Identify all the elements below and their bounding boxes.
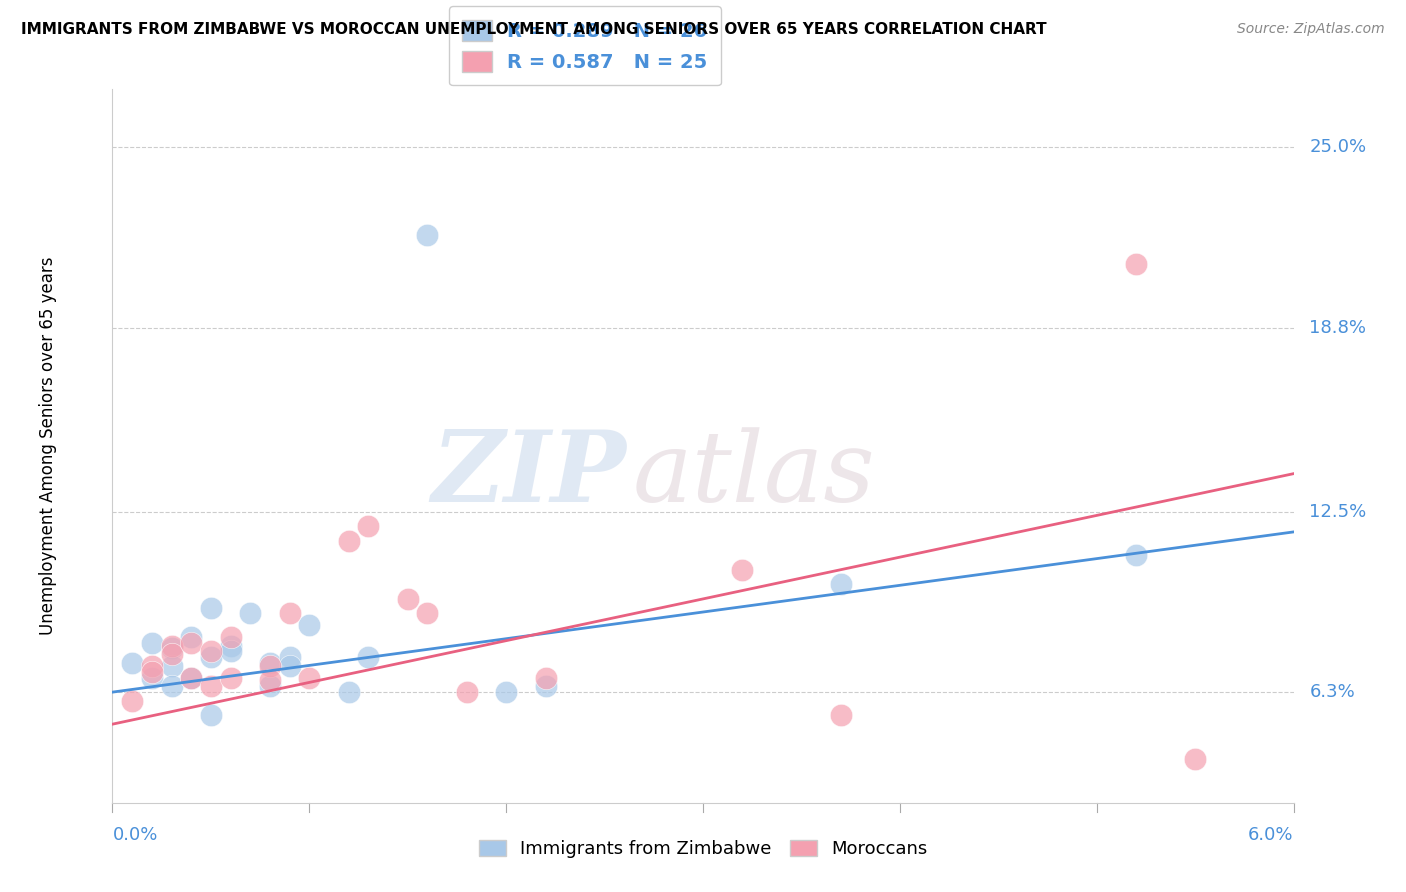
Text: 0.0%: 0.0% (112, 826, 157, 844)
Text: 12.5%: 12.5% (1309, 502, 1367, 521)
Point (200, 600, 222, 615)
Point (200, 679, 222, 693)
Point (200, 644, 222, 658)
Point (200, 708, 222, 723)
Point (180, 671, 202, 685)
Text: 6.0%: 6.0% (1249, 826, 1294, 844)
Point (160, 639, 183, 653)
Point (219, 630, 242, 644)
Point (534, 679, 557, 693)
Point (1125, 548, 1147, 562)
Point (278, 659, 301, 673)
Point (121, 694, 143, 708)
Point (534, 671, 557, 685)
Point (259, 673, 281, 688)
Point (141, 665, 163, 679)
Point (160, 641, 183, 656)
Point (160, 659, 183, 673)
Point (278, 650, 301, 665)
Point (1184, 752, 1206, 766)
Point (357, 519, 380, 533)
Point (731, 563, 754, 577)
Text: 18.8%: 18.8% (1309, 319, 1367, 337)
Point (298, 618, 321, 632)
Point (239, 607, 262, 621)
Point (337, 685, 360, 699)
Point (337, 533, 360, 548)
Point (180, 635, 202, 649)
Point (416, 607, 439, 621)
Point (259, 679, 281, 693)
Point (495, 685, 517, 699)
Text: Source: ZipAtlas.com: Source: ZipAtlas.com (1237, 22, 1385, 37)
Text: IMMIGRANTS FROM ZIMBABWE VS MOROCCAN UNEMPLOYMENT AMONG SENIORS OVER 65 YEARS CO: IMMIGRANTS FROM ZIMBABWE VS MOROCCAN UNE… (21, 22, 1046, 37)
Point (121, 656, 143, 670)
Point (396, 591, 419, 606)
Point (219, 644, 242, 658)
Point (830, 708, 852, 723)
Text: 25.0%: 25.0% (1309, 138, 1367, 156)
Point (830, 577, 852, 591)
Point (219, 671, 242, 685)
Point (180, 671, 202, 685)
Point (1125, 257, 1147, 271)
Point (357, 650, 380, 665)
Point (160, 679, 183, 693)
Point (141, 671, 163, 685)
Point (141, 659, 163, 673)
Text: atlas: atlas (633, 427, 875, 522)
Point (259, 656, 281, 670)
Point (200, 650, 222, 665)
Text: 6.3%: 6.3% (1309, 683, 1355, 701)
Point (259, 659, 281, 673)
Point (160, 647, 183, 661)
Point (416, 227, 439, 242)
Legend: Immigrants from Zimbabwe, Moroccans: Immigrants from Zimbabwe, Moroccans (471, 832, 935, 865)
Text: ZIP: ZIP (432, 426, 626, 523)
Point (180, 630, 202, 644)
Point (278, 607, 301, 621)
Point (219, 639, 242, 653)
Point (298, 671, 321, 685)
Point (456, 685, 478, 699)
Point (141, 635, 163, 649)
Text: Unemployment Among Seniors over 65 years: Unemployment Among Seniors over 65 years (38, 257, 56, 635)
